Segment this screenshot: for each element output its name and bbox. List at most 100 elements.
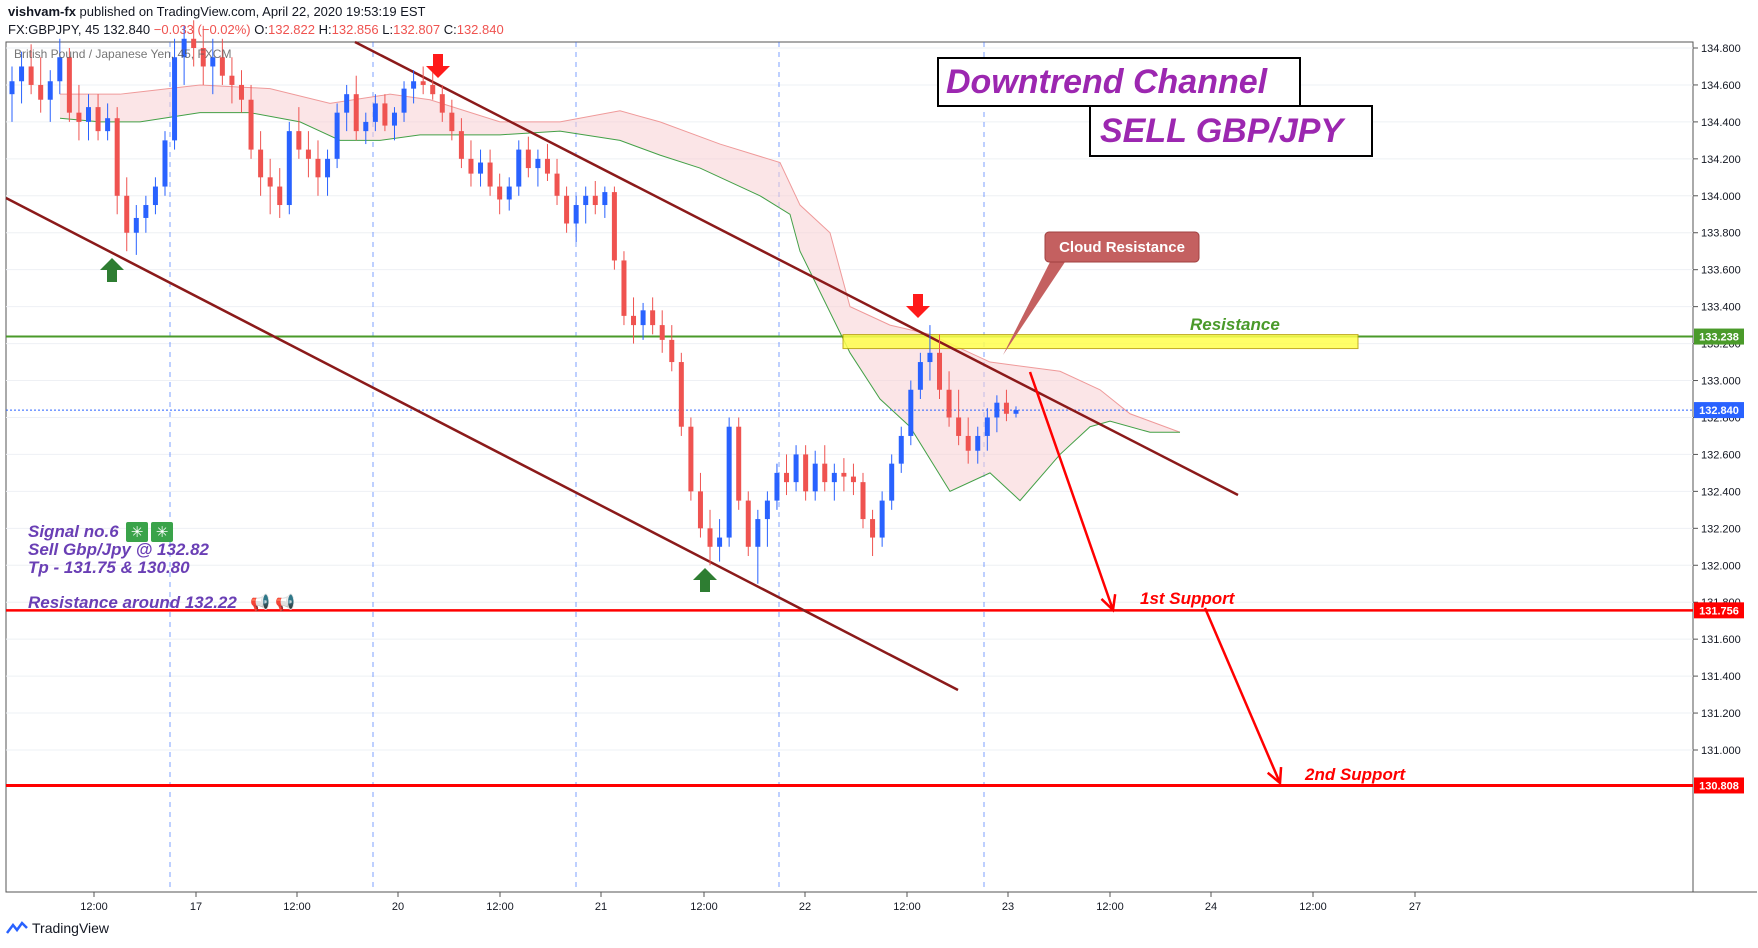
candle-body <box>152 186 158 206</box>
candle-body <box>544 158 550 174</box>
candle-body <box>430 84 436 95</box>
price-tick-label: 134.200 <box>1701 154 1741 166</box>
candle-body <box>506 186 512 200</box>
candle-body <box>47 81 53 100</box>
candle-body <box>133 217 139 233</box>
candle-body <box>420 81 426 85</box>
close-value: 132.840 <box>456 22 504 37</box>
time-tick-label: 12:00 <box>893 901 921 913</box>
candle-body <box>621 260 627 316</box>
candle-body <box>478 162 484 174</box>
time-tick-label: 12:00 <box>1299 901 1327 913</box>
megaphone-icon: 📢 <box>250 593 270 612</box>
up-arrow-icon <box>100 258 124 282</box>
sparkle-icon <box>151 522 173 542</box>
candle-body <box>114 118 120 196</box>
candle-body <box>372 103 378 122</box>
series-title: British Pound / Japanese Yen, 45, FXCM <box>14 47 231 61</box>
support2-price-label-bg <box>1694 777 1744 794</box>
candle-body <box>602 192 608 206</box>
sparkle-glyph: ✳ <box>131 523 144 541</box>
time-tick-label: 12:00 <box>486 901 514 913</box>
symbol: FX:GBPJPY, 45 <box>8 22 100 37</box>
callout-pointer <box>1003 262 1065 355</box>
candle-body <box>860 482 866 520</box>
candle-body <box>803 454 809 492</box>
candle-body <box>325 158 331 178</box>
candle-body <box>191 38 197 48</box>
candle-body <box>497 186 503 200</box>
price-tick-label: 133.600 <box>1701 265 1741 277</box>
candle-body <box>736 426 742 501</box>
price-tick-label: 134.600 <box>1701 80 1741 92</box>
candle-body <box>200 48 206 67</box>
candle-body <box>984 417 990 436</box>
candle-body <box>95 107 101 132</box>
author[interactable]: vishvam-fx <box>8 4 76 19</box>
candle-body <box>353 94 359 132</box>
price-tick-label: 132.200 <box>1701 523 1741 535</box>
candle-body <box>640 310 646 326</box>
time-tick-label: 12:00 <box>690 901 718 913</box>
candle-body <box>535 158 541 169</box>
candle-body <box>525 149 531 169</box>
projection-arrow-1 <box>1028 371 1115 611</box>
candle-body <box>917 362 923 390</box>
candle-body <box>57 57 63 82</box>
signal-line: Resistance around 132.22 <box>28 593 237 612</box>
candle-body <box>946 389 952 418</box>
candle-body <box>401 88 407 113</box>
time-tick-label: 23 <box>1002 901 1014 913</box>
channel-lower-line <box>5 196 959 692</box>
candle-body <box>172 57 178 141</box>
candle-body <box>229 75 235 85</box>
up-arrow-icon <box>693 568 717 592</box>
price-tick-label: 131.600 <box>1701 634 1741 646</box>
brand-label: TradingView <box>32 920 110 936</box>
candle-body <box>831 472 837 483</box>
candle-body <box>105 118 111 132</box>
candle-body <box>764 500 770 520</box>
candle-body <box>965 435 971 451</box>
candle-body <box>458 131 464 159</box>
channel-upper-line <box>354 40 1239 497</box>
cloud-span-a <box>60 84 1181 433</box>
footer-brand[interactable]: TradingView <box>6 920 109 936</box>
tradingview-logo-icon <box>6 921 28 934</box>
resistance-price-label-bg <box>1694 328 1744 345</box>
candle-body <box>879 500 885 538</box>
candle-body <box>248 99 254 150</box>
price-tick-label: 132.600 <box>1701 449 1741 461</box>
candle-body <box>516 149 522 187</box>
label-resistance: Resistance <box>1190 315 1280 334</box>
price-tick-label: 131.400 <box>1701 671 1741 683</box>
candle-body <box>669 339 675 363</box>
candle-body <box>468 158 474 174</box>
candle-body <box>726 426 732 538</box>
candle-body <box>391 112 397 126</box>
candle-body <box>564 195 570 224</box>
time-tick-label: 20 <box>392 901 404 913</box>
sparkle-icon <box>126 522 148 542</box>
candle-body <box>315 158 321 178</box>
candle-body <box>286 131 292 206</box>
title-box-2 <box>1089 105 1373 157</box>
candle-body <box>411 81 417 89</box>
signal-line: Tp - 131.75 & 130.80 <box>28 558 190 577</box>
candle-body <box>898 435 904 464</box>
support1-price-label-bg <box>1694 602 1744 619</box>
time-tick-label: 21 <box>595 901 607 913</box>
ohlc-legend: FX:GBPJPY, 45 132.840 −0.033 (−0.02%) O:… <box>8 22 504 37</box>
candle-body <box>382 103 388 126</box>
price-tick-label: 131.200 <box>1701 708 1741 720</box>
candle-body <box>334 112 340 159</box>
candle-body <box>583 195 589 206</box>
price-tick-label: 132.000 <box>1701 560 1741 572</box>
candle-body <box>745 500 751 547</box>
callout-cloud-resistance: Cloud Resistance <box>1059 239 1185 256</box>
candle-body <box>210 57 216 67</box>
down-arrow-icon <box>906 294 930 318</box>
candle-body <box>688 426 694 492</box>
candle-body <box>650 310 656 326</box>
